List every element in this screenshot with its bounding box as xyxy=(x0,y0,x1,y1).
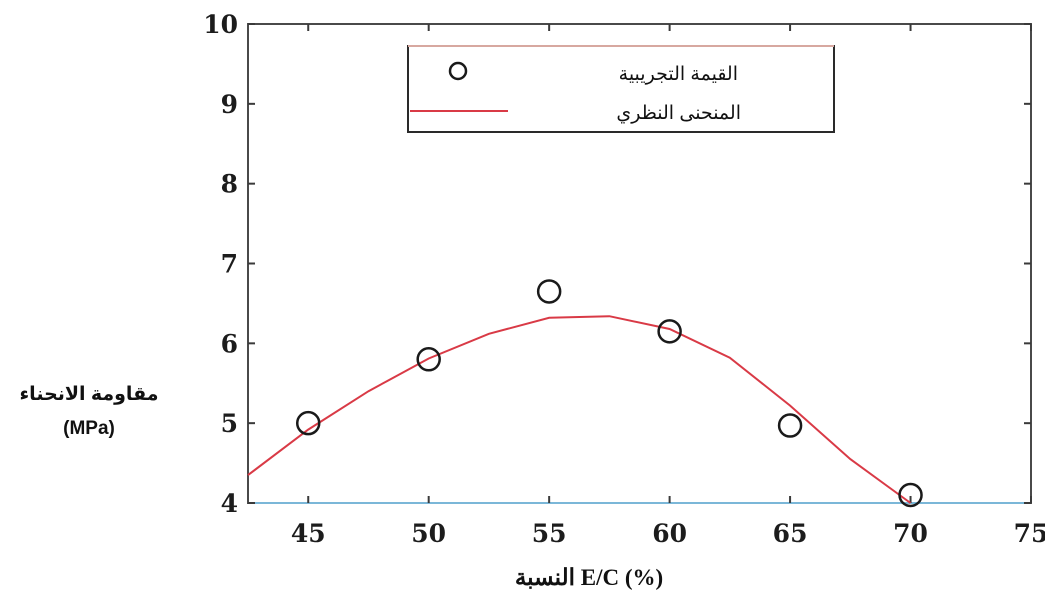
x-tick-label: 65 xyxy=(773,519,808,548)
x-axis: 45 50 55 60 65 70 75 xyxy=(291,24,1045,548)
data-point-experimental xyxy=(898,482,923,508)
data-point-experimental xyxy=(295,410,321,436)
y-axis-title: مقاومة الانحناء (MPa) xyxy=(0,378,178,446)
y-axis: 4 5 6 7 8 9 10 xyxy=(203,10,1031,518)
x-tick-label: 45 xyxy=(291,519,326,548)
y-tick-label: 6 xyxy=(221,329,238,358)
data-point-experimental xyxy=(777,413,803,438)
legend-box xyxy=(407,45,835,133)
legend-marker-experimental xyxy=(448,61,468,81)
data-point-experimental xyxy=(416,347,441,372)
y-axis-title-line1: مقاومة الانحناء xyxy=(19,384,159,405)
x-tick-label: 75 xyxy=(1014,519,1045,548)
y-axis-title-unit: (MPa) xyxy=(63,418,115,439)
y-tick-label: 10 xyxy=(203,10,238,39)
legend-label-experimental: القيمة التجريبية xyxy=(619,64,738,85)
y-tick-label: 5 xyxy=(221,409,238,438)
data-point-experimental xyxy=(657,319,682,344)
x-tick-label: 60 xyxy=(652,519,687,548)
y-tick-label: 8 xyxy=(221,170,238,199)
x-axis-title: النسبة E/C (%) xyxy=(404,559,774,597)
legend: القيمة التجريبية المنحنى النظري xyxy=(407,45,835,133)
x-tick-label: 70 xyxy=(893,519,928,548)
legend-label-theoretical: المنحنى النظري xyxy=(616,103,741,124)
series-layer xyxy=(247,279,923,508)
y-tick-label: 7 xyxy=(221,250,238,279)
x-tick-label: 55 xyxy=(532,519,567,548)
theoretical-curve xyxy=(247,315,912,504)
y-tick-label: 9 xyxy=(221,90,238,119)
data-point-experimental xyxy=(536,279,562,304)
y-tick-label: 4 xyxy=(221,489,238,518)
x-tick-label: 50 xyxy=(411,519,446,548)
